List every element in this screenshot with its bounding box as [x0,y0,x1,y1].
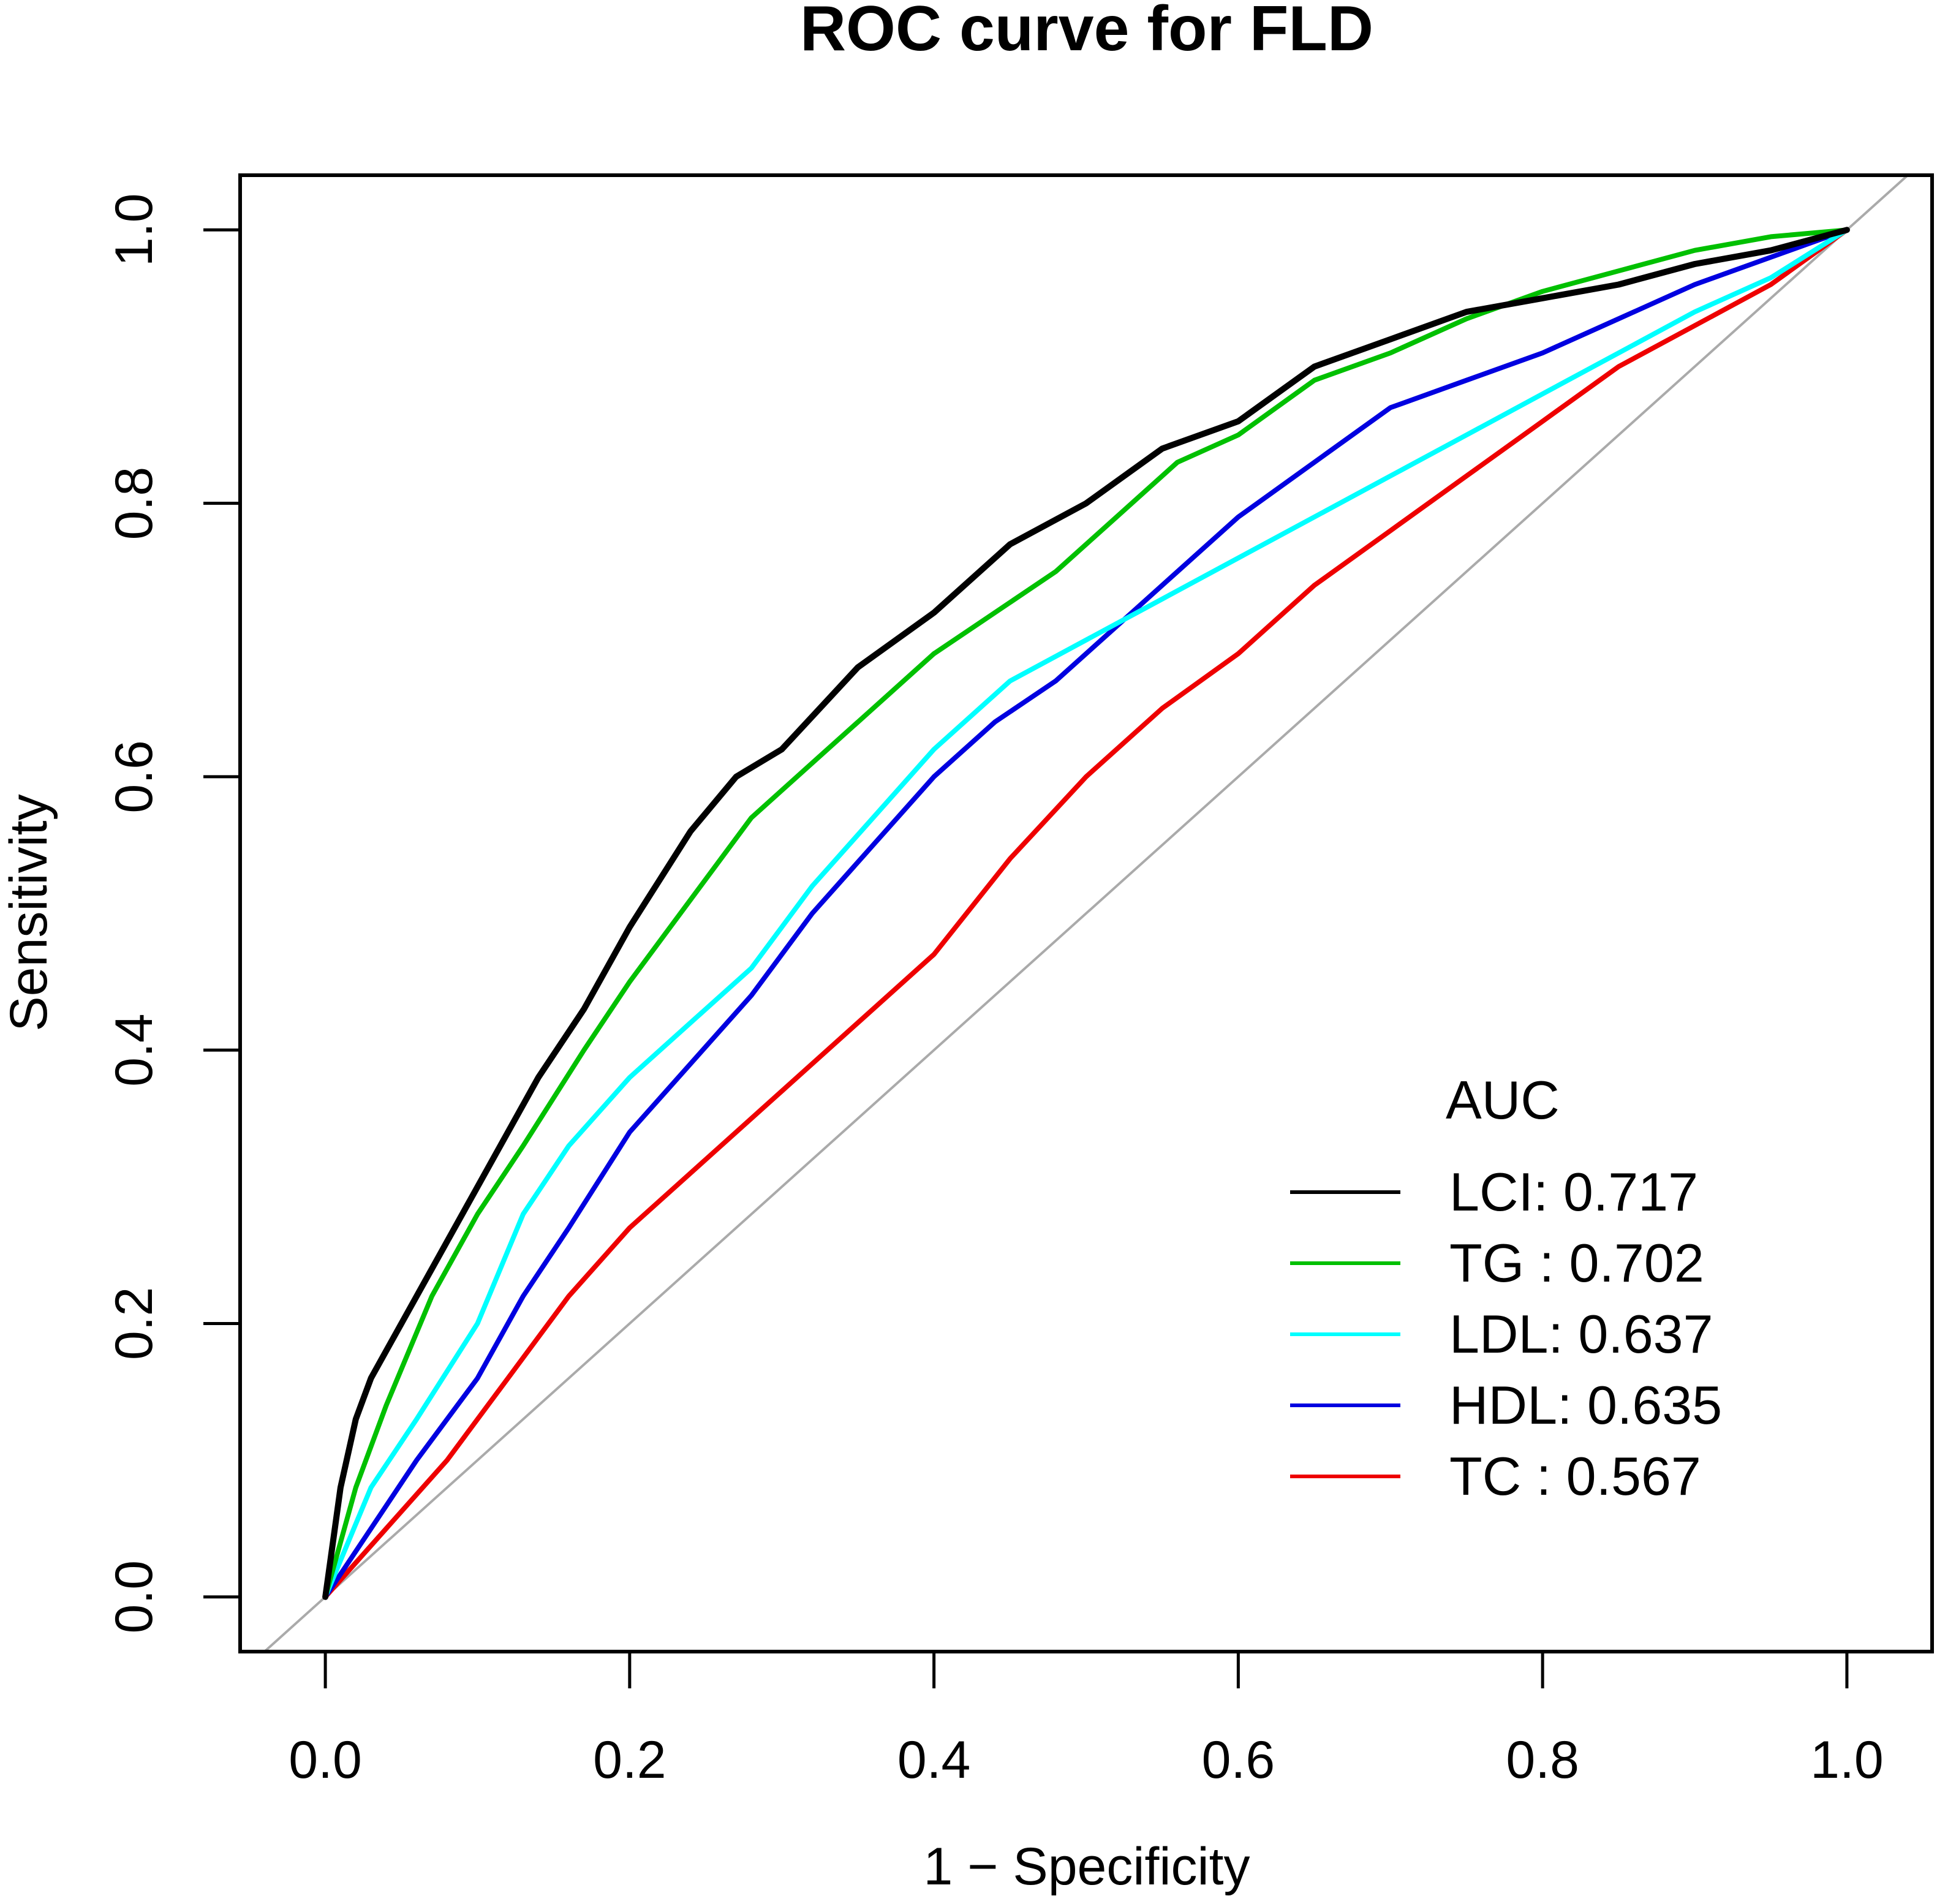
legend-title: AUC [1446,1070,1560,1130]
series-line-hdl [323,227,1849,1600]
legend-label-ldl: LDL: 0.637 [1449,1304,1713,1364]
legend-label-tc: TC : 0.567 [1449,1446,1701,1506]
y-tick-label: 0.4 [105,1013,164,1087]
plot-area [262,175,1910,1652]
x-tick-label: 0.2 [593,1731,666,1789]
series-line-tg [323,227,1849,1600]
y-tick-label: 0.8 [105,467,164,540]
y-tick-label: 0.2 [105,1287,164,1361]
y-tick-label: 1.0 [105,194,164,267]
legend-label-tg: TG : 0.702 [1449,1233,1704,1293]
y-tick-label: 0.0 [105,1560,164,1634]
series-line-tc [323,227,1849,1600]
series-line-ldl [323,227,1849,1600]
legend: AUC LCI: 0.717 TG : 0.702 LDL: 0.637 HDL: 0… [1290,1070,1722,1506]
x-tick-label: 0.8 [1506,1731,1579,1789]
chart-title: ROC curve for FLD [800,0,1373,64]
legend-label-hdl: HDL: 0.635 [1449,1375,1722,1435]
y-axis: 0.0 0.2 0.4 0.6 0.8 1.0 [105,194,242,1634]
reference-diagonal-line [262,175,1910,1652]
legend-label-lci: LCI: 0.717 [1449,1162,1698,1222]
x-tick-label: 0.0 [289,1731,362,1789]
series-line-lci [322,227,1850,1600]
y-tick-label: 0.6 [105,740,164,814]
x-tick-label: 1.0 [1810,1731,1884,1789]
x-axis-label: 1 − Specificity [924,1837,1250,1896]
y-axis-label: Sensitivity [0,794,58,1031]
x-axis: 0.0 0.2 0.4 0.6 0.8 1.0 [289,1650,1884,1789]
x-tick-label: 0.6 [1202,1731,1275,1789]
x-tick-label: 0.4 [897,1731,971,1789]
